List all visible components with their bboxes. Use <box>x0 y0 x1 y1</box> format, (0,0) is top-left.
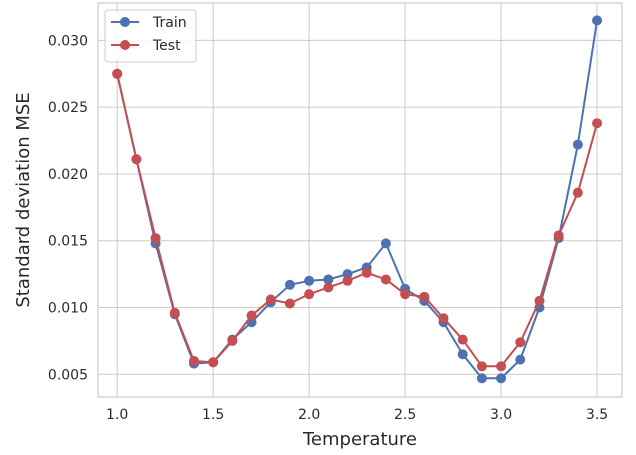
series-test <box>112 68 603 372</box>
series-layer <box>112 15 603 384</box>
series-train-point <box>476 373 487 384</box>
grid-lines <box>98 3 622 397</box>
series-train-point <box>496 373 507 384</box>
series-test-point <box>188 355 199 366</box>
series-test-point <box>476 361 487 372</box>
y-tick-labels: 0.005 0.010 0.015 0.020 0.025 0.030 <box>48 33 88 383</box>
series-test-point <box>592 118 603 129</box>
legend-train-label: Train <box>152 15 187 31</box>
series-test-point <box>457 334 468 345</box>
y-tick-label: 0.020 <box>48 167 88 183</box>
series-train-point <box>284 279 295 290</box>
x-tick-label: 1.5 <box>202 407 224 423</box>
series-test-point <box>380 274 391 285</box>
series-test-point <box>304 289 315 300</box>
x-tick-label: 1.0 <box>106 407 128 423</box>
series-train-point <box>515 354 526 365</box>
y-axis-label: Standard deviation MSE <box>13 92 34 307</box>
plot-frame <box>97 2 623 398</box>
x-tick-label: 3.0 <box>490 407 512 423</box>
x-tick-label: 3.5 <box>586 407 608 423</box>
series-test-point <box>112 68 123 79</box>
series-test-point <box>169 307 180 318</box>
series-test-point <box>208 357 219 368</box>
series-train-point <box>323 274 334 285</box>
series-test-point <box>438 313 449 324</box>
series-test-point <box>265 294 276 305</box>
x-tick-label: 2.5 <box>394 407 416 423</box>
legend-test-label: Test <box>152 38 181 54</box>
series-test-point <box>572 187 583 198</box>
series-test-point <box>419 291 430 302</box>
y-tick-label: 0.010 <box>48 301 88 317</box>
series-test-point <box>246 310 257 321</box>
series-test-point <box>284 298 295 309</box>
series-test-point <box>323 282 334 293</box>
series-train-point <box>304 275 315 286</box>
legend: Train Test <box>104 9 197 63</box>
series-test-point <box>150 233 161 244</box>
plot-background <box>98 3 622 397</box>
series-test-point <box>515 337 526 348</box>
x-tick-labels: 1.0 1.5 2.0 2.5 3.0 3.5 <box>106 407 608 423</box>
series-test-point <box>553 230 564 241</box>
series-test-point <box>227 335 238 346</box>
x-axis-label: Temperature <box>302 429 417 450</box>
legend-train-marker <box>120 17 130 27</box>
legend-test-marker <box>120 40 130 50</box>
series-train-point <box>592 15 603 26</box>
y-tick-label: 0.005 <box>48 367 88 383</box>
series-test-point <box>496 361 507 372</box>
series-test-point <box>131 154 142 165</box>
x-tick-label: 2.0 <box>298 407 320 423</box>
series-test-point <box>400 289 411 300</box>
series-train-point <box>380 238 391 249</box>
y-tick-label: 0.030 <box>48 33 88 49</box>
y-tick-label: 0.015 <box>48 234 88 250</box>
series-test-point <box>342 275 353 286</box>
y-tick-label: 0.025 <box>48 100 88 116</box>
series-train-point <box>457 349 468 360</box>
series-test-point <box>361 267 372 278</box>
series-test-point <box>534 295 545 306</box>
series-train-point <box>572 139 583 150</box>
